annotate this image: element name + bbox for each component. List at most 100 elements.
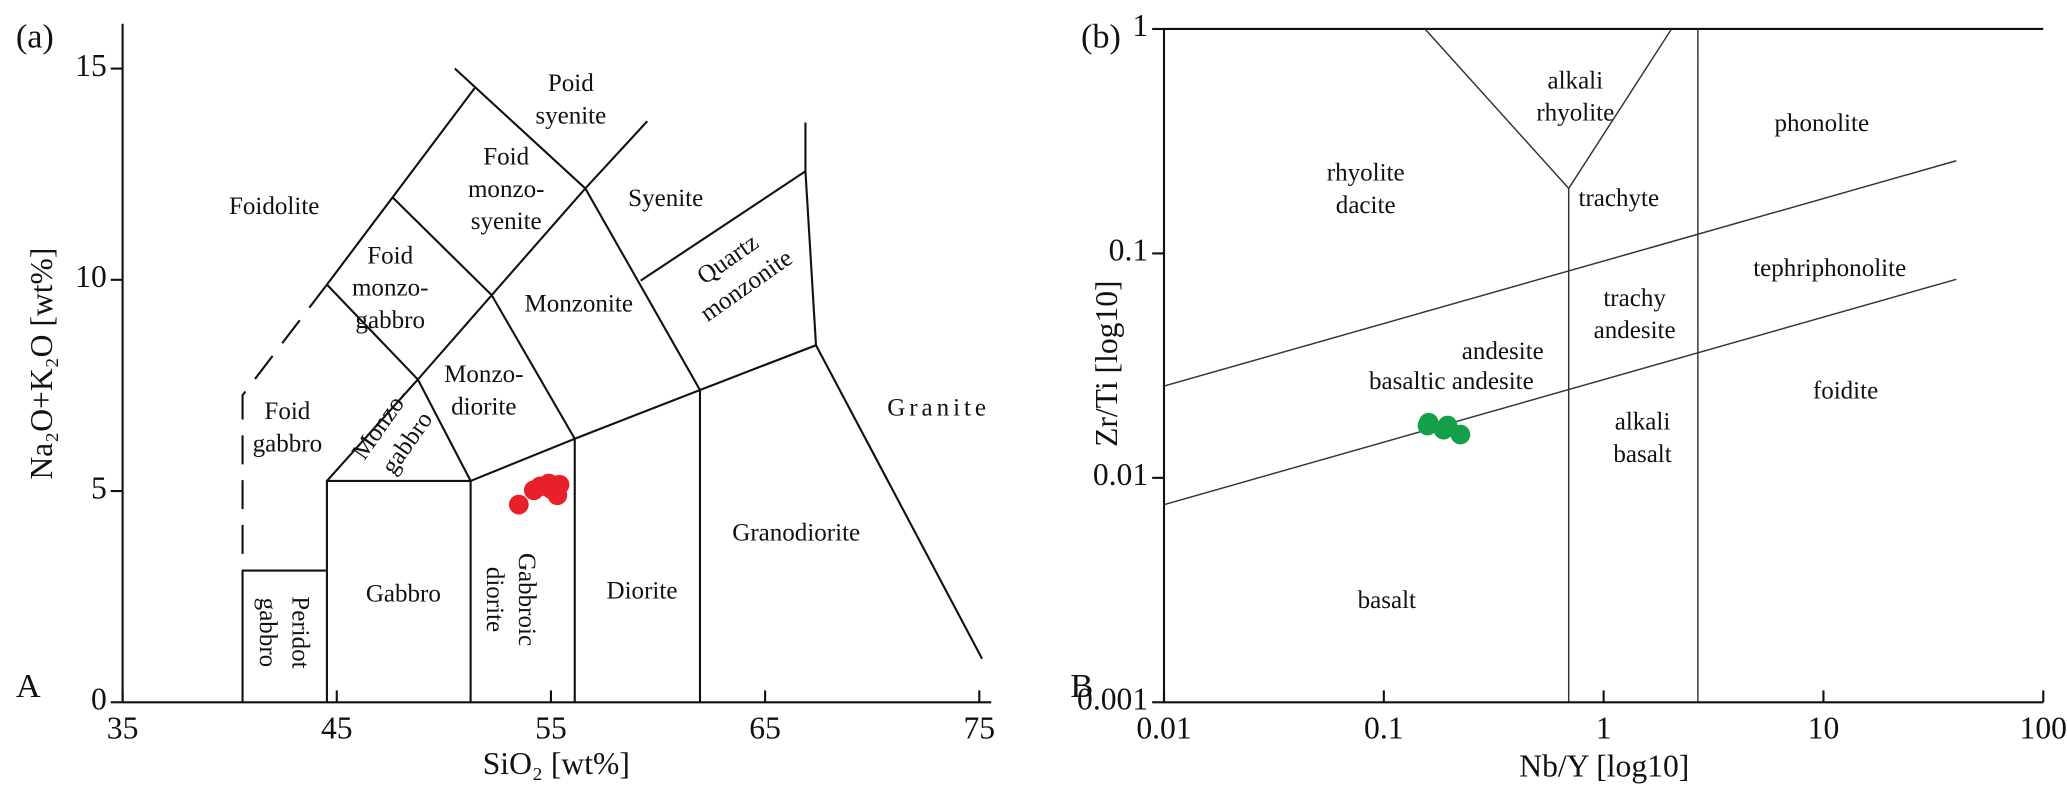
corner-label: A <box>16 667 41 705</box>
y-axis-label: Na₂O+K₂O [wt%] <box>24 248 59 480</box>
x-tick-label: 100 <box>2020 711 2067 746</box>
y-tick-label: 0.1 <box>1109 233 1149 268</box>
panel-b <box>1162 27 2044 704</box>
field-label-line: Peridot <box>286 596 313 668</box>
x-tick-label: 10 <box>1808 711 1840 746</box>
field-label: rhyolite dacite <box>1327 160 1405 219</box>
field-label-line: basalt <box>1613 441 1671 468</box>
field-label-line: gabbro <box>253 430 323 457</box>
plot: 0 5 10 15 35 45 55 65 75 SiO₂ [wt%] Na₂O+K₂O [wt%]… <box>16 17 995 781</box>
field-label: Monzo-diorite <box>444 361 523 420</box>
y-axis-label: Zr/Ti [log10] <box>1089 280 1124 447</box>
field-label: foidite <box>1813 377 1878 404</box>
x-tick-label: 0.1 <box>1364 711 1404 746</box>
x-tick-label: 75 <box>963 711 995 746</box>
field-label: Granodiorite <box>732 520 860 547</box>
field-label: basalt <box>1358 587 1416 614</box>
field-label-line: Gabbro <box>366 580 441 607</box>
field-label-line: Foidolite <box>229 193 319 220</box>
field-label-line: basalt <box>1358 587 1416 614</box>
corner-label: B <box>1070 667 1093 705</box>
field-label-line: phonolite <box>1775 110 1870 137</box>
field-boundary-dashed <box>241 283 328 571</box>
field-label-line: Foid <box>264 398 310 425</box>
y-tick-label: 10 <box>75 259 107 294</box>
field-label-line: Granodiorite <box>732 520 860 547</box>
field-label-line: Diorite <box>607 578 678 605</box>
field-label-line: dacite <box>1336 192 1396 219</box>
x-axis-label: Nb/Y [log10] <box>1519 749 1689 784</box>
field-boundary <box>1163 28 1957 703</box>
field-label-line: basaltic andesite <box>1369 368 1534 395</box>
field-label: Granite <box>887 395 990 422</box>
panel-a <box>121 23 992 704</box>
field-label: Foid monzo-syenite <box>468 144 544 236</box>
field-label: Gabbro <box>366 580 441 607</box>
field-label: Diorite <box>607 578 678 605</box>
field-label: Foid gabbro <box>253 398 323 457</box>
y-tick-label: 0.001 <box>1077 682 1148 717</box>
field-label-line: monzo- <box>352 275 428 302</box>
field-label-line: alkali <box>1615 409 1671 436</box>
field-label: Monzonite <box>524 290 632 317</box>
field-label: trachy andesite <box>1594 285 1676 344</box>
panel-label: (b) <box>1081 17 1121 55</box>
field-label-line: diorite <box>451 394 516 421</box>
field-label-line: alkali <box>1547 67 1603 94</box>
x-tick-label: 55 <box>535 711 567 746</box>
y-tick-label: 15 <box>75 48 107 83</box>
y-tick-label: 5 <box>91 470 107 505</box>
field-label: basaltic andesite <box>1369 368 1534 395</box>
field-label-line: gabbro <box>254 598 281 667</box>
field-label-line: rhyolite <box>1536 100 1614 127</box>
field-label-line: andesite <box>1462 338 1544 365</box>
data-point <box>1450 424 1471 445</box>
field-label: alkali basalt <box>1613 409 1671 468</box>
field-label-line: Poid <box>548 70 594 97</box>
x-tick-label: 65 <box>749 711 781 746</box>
field-label: tephriphonolite <box>1753 255 1906 282</box>
x-tick-label: 35 <box>107 711 139 746</box>
field-label-line: trachy <box>1603 285 1666 312</box>
field-label: Foidolite <box>229 193 319 220</box>
field-label: phonolite <box>1775 110 1870 137</box>
field-label: Poid syenite <box>535 70 606 129</box>
field-label-line: Syenite <box>628 185 703 212</box>
field-label-line: syenite <box>471 208 542 235</box>
data-point <box>1418 412 1439 433</box>
field-label-line: Foid <box>367 242 413 269</box>
field-label-line: Gabbroic <box>513 553 540 646</box>
field-label-line: diorite <box>481 567 508 632</box>
field-label-line: foidite <box>1813 377 1878 404</box>
data-point <box>508 494 529 515</box>
field-label-line: gabbro <box>355 307 425 334</box>
field-label-line: andesite <box>1594 317 1676 344</box>
panel-label: (a) <box>16 17 54 55</box>
field-label-line: trachyte <box>1578 185 1659 212</box>
field-label: andesite <box>1462 338 1544 365</box>
x-tick-label: 45 <box>321 711 353 746</box>
field-label-line: syenite <box>535 102 606 129</box>
y-tick-label: 0 <box>91 682 107 717</box>
field-label-line: Foid <box>483 144 529 171</box>
field-boundary <box>241 67 984 703</box>
field-label: trachyte <box>1578 185 1659 212</box>
field-label-line: Granite <box>887 395 990 422</box>
field-label: alkali rhyolite <box>1536 67 1614 126</box>
field-label-line: tephriphonolite <box>1753 255 1906 282</box>
field-label-line: rhyolite <box>1327 160 1405 187</box>
field-label: Syenite <box>628 185 703 212</box>
data-point <box>538 473 559 494</box>
field-label-line: monzo- <box>468 176 544 203</box>
field-label-line: Monzonite <box>524 290 632 317</box>
x-axis-label: SiO₂ [wt%] <box>483 746 630 781</box>
y-tick-label: 0.01 <box>1093 457 1148 492</box>
field-label: Foid monzo-gabbro <box>352 242 428 334</box>
field-label-line: Monzo- <box>444 361 523 388</box>
x-tick-label: 0.01 <box>1136 711 1191 746</box>
